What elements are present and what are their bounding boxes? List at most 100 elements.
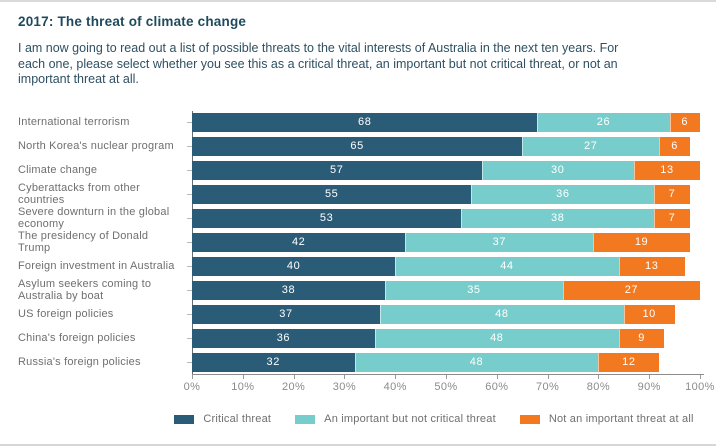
legend-label: An important but not critical threat (324, 413, 496, 425)
bar-value-label: 38 (551, 212, 565, 224)
legend-label: Not an important threat at all (548, 413, 694, 425)
legend-label: Critical threat (203, 413, 272, 425)
x-tick-label: 50% (434, 381, 458, 393)
bar-segment-critical: 53 (192, 208, 462, 228)
x-tick-label: 40% (383, 381, 407, 393)
x-tick-label: 100% (685, 381, 715, 393)
y-axis-tick (187, 194, 192, 195)
bar-segment-not_important: 12 (598, 352, 660, 372)
bar-track: 37 48 10 (187, 304, 700, 324)
category-label: China's foreign policies (18, 331, 136, 344)
x-tick-label: 80% (586, 381, 610, 393)
bar-track: 36 48 9 (187, 328, 700, 348)
bar-segment-important: 38 (461, 208, 655, 228)
bar-value-label: 7 (668, 188, 676, 200)
y-axis-tick (187, 242, 192, 243)
bar-row: International terrorism 68 26 6 (18, 110, 700, 134)
bar-track: 55 36 7 (187, 184, 700, 204)
x-tick-mark (192, 375, 193, 379)
category-label: North Korea's nuclear program (18, 139, 174, 152)
chart-header: 2017: The threat of climate change I am … (18, 14, 700, 88)
bar-segment-not_important: 9 (618, 328, 665, 348)
x-tick-mark (344, 375, 346, 379)
bar-segment-critical: 55 (192, 184, 472, 204)
bar-row: Cyberattacks from other countries 55 36 7 (18, 182, 700, 206)
y-axis-tick (187, 170, 192, 171)
bar-track: 42 37 19 (187, 232, 700, 252)
bar-value-label: 9 (638, 332, 645, 344)
category-label: US foreign policies (18, 307, 114, 320)
legend-item-critical: Critical threat (174, 413, 271, 425)
x-tick-label: 30% (332, 381, 356, 393)
bar-segment-not_important: 6 (669, 112, 700, 132)
bar-segment-important: 36 (471, 184, 655, 204)
bar-segment-not_important: 7 (654, 184, 690, 204)
bar-segment-important: 27 (522, 136, 660, 156)
bar-value-label: 32 (266, 356, 280, 368)
y-axis-tick (187, 338, 192, 339)
x-tick-label: 0% (183, 381, 201, 393)
bar-value-label: 12 (622, 356, 636, 368)
x-tick-mark (700, 375, 701, 379)
bar-value-label: 6 (681, 116, 689, 128)
stacked-bar-chart: International terrorism 68 26 6 North Korea'… (18, 110, 714, 425)
bar-value-label: 27 (584, 140, 598, 152)
bar-value-label: 40 (286, 260, 301, 272)
x-axis: 0% 10% 20% 30% 40% 50% 60% 70% 80% 90% 100% (184, 374, 714, 396)
bar-segment-important: 44 (395, 256, 619, 276)
y-axis-tick (187, 290, 192, 291)
bar-row: Russia's foreign policies 32 48 12 (18, 350, 700, 374)
legend-swatch-not_important (519, 414, 540, 424)
bar-track: 53 38 7 (187, 208, 700, 228)
x-tick-mark (395, 375, 397, 379)
legend-swatch-critical (174, 414, 195, 424)
page-title: 2017: The threat of climate change (18, 14, 247, 29)
bar-track: 57 30 13 (187, 160, 700, 180)
x-axis-line (192, 374, 704, 375)
bar-value-label: 65 (350, 140, 364, 152)
bar-segment-not_important: 19 (593, 232, 690, 252)
bar-track: 68 26 6 (187, 112, 700, 132)
bar-segment-important: 48 (354, 352, 599, 372)
bar-value-label: 37 (492, 236, 507, 248)
bar-segment-critical: 65 (192, 136, 523, 156)
bar-track: 32 48 12 (187, 352, 700, 372)
bar-track: 40 44 13 (187, 256, 700, 276)
bar-value-label: 30 (551, 164, 565, 176)
category-label: The presidency of Donald Trump (18, 229, 149, 255)
bar-value-label: 48 (490, 332, 504, 344)
bar-segment-important: 35 (385, 280, 563, 300)
x-tick-mark (446, 375, 447, 379)
bar-segment-not_important: 6 (659, 136, 690, 156)
bar-row: The presidency of Donald Trump 42 37 19 (18, 230, 700, 254)
x-tick-mark (649, 375, 651, 379)
bar-value-label: 6 (671, 140, 678, 152)
bar-segment-important: 48 (379, 304, 624, 324)
bar-value-label: 38 (281, 284, 296, 296)
bar-value-label: 53 (319, 212, 334, 224)
bar-segment-critical: 42 (192, 232, 406, 252)
bar-segment-not_important: 13 (633, 160, 700, 180)
bar-value-label: 48 (495, 308, 509, 320)
category-label: Climate change (18, 163, 98, 176)
y-axis-tick (187, 146, 192, 147)
bar-track: 65 27 6 (187, 136, 700, 156)
x-tick-label: 70% (535, 381, 560, 393)
bar-value-label: 57 (330, 164, 344, 176)
y-axis-tick (187, 266, 192, 267)
y-axis-tick (187, 314, 192, 315)
bar-segment-not_important: 7 (654, 208, 690, 228)
bar-value-label: 27 (624, 284, 639, 296)
bar-value-label: 37 (279, 308, 293, 320)
chart-subtitle: I am now going to read out a list of pos… (18, 41, 700, 88)
bar-value-label: 68 (358, 116, 372, 128)
bar-value-label: 19 (634, 236, 649, 248)
x-tick-label: 60% (485, 381, 509, 393)
bar-value-label: 36 (556, 188, 570, 200)
x-tick-label: 90% (637, 381, 661, 393)
bar-segment-critical: 32 (192, 352, 355, 372)
legend-item-important: An important but not critical threat (295, 413, 496, 425)
bar-value-label: 13 (645, 260, 659, 272)
legend-item-not_important: Not an important threat at all (519, 413, 694, 425)
bar-row: China's foreign policies 36 48 9 (18, 326, 700, 350)
